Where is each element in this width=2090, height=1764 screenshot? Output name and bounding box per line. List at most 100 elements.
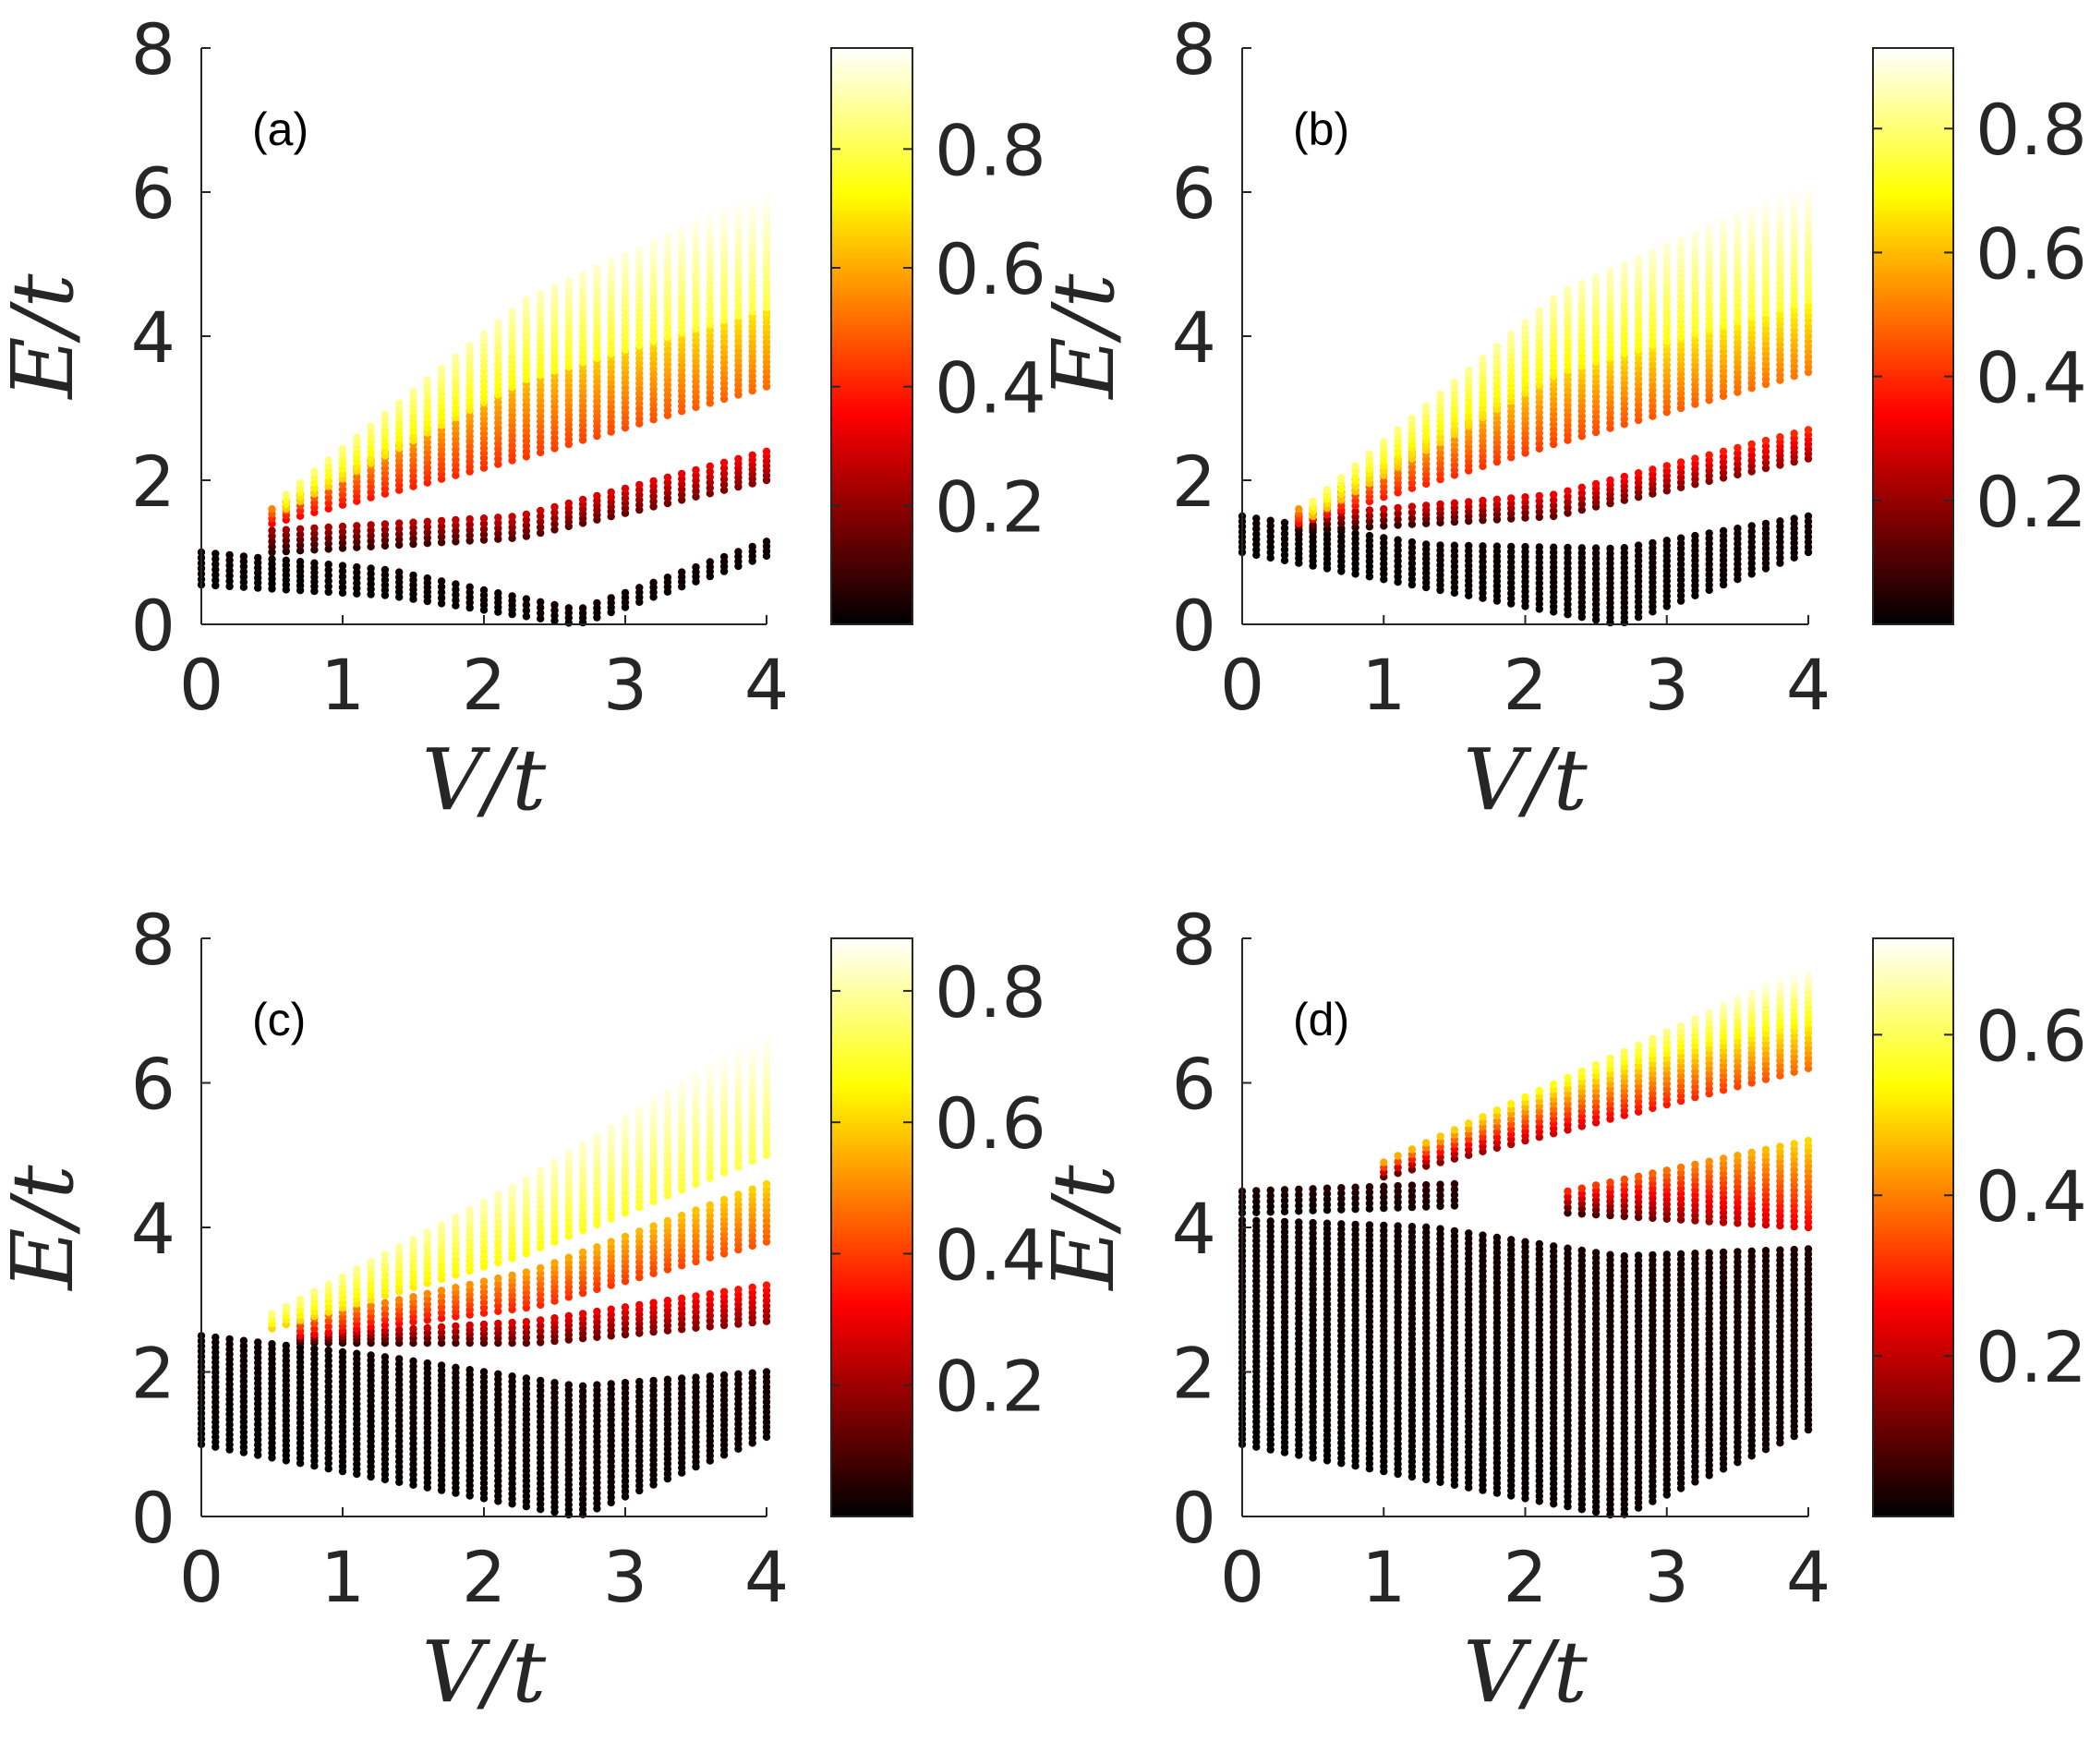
data-point <box>1761 436 1770 445</box>
data-point <box>1479 496 1487 505</box>
data-point <box>452 353 460 362</box>
x-tick-label: 1 <box>320 644 365 726</box>
data-point <box>268 532 276 540</box>
data-point <box>1591 273 1601 282</box>
x-axis-label: V/t <box>422 731 547 829</box>
data-point <box>324 1280 332 1288</box>
data-point <box>1535 502 1544 511</box>
data-point <box>437 538 446 547</box>
data-point <box>423 528 431 537</box>
data-point <box>1705 529 1713 538</box>
data-point <box>1507 542 1516 551</box>
data-point <box>452 1284 460 1292</box>
data-point <box>1337 474 1346 482</box>
x-axis-label: V/t <box>1463 731 1588 829</box>
data-point <box>748 1283 756 1292</box>
data-point <box>1280 518 1289 527</box>
data-point <box>338 573 347 581</box>
data-point <box>452 538 460 546</box>
data-point <box>1747 532 1756 541</box>
data-point <box>409 1357 417 1366</box>
scatter-points <box>1238 181 1813 627</box>
data-point <box>452 1214 460 1222</box>
data-point <box>550 526 559 534</box>
data-point <box>522 296 531 305</box>
data-point <box>564 1150 573 1158</box>
data-point <box>719 207 729 215</box>
data-point <box>692 471 700 479</box>
data-point <box>1521 493 1529 501</box>
data-point <box>324 582 332 591</box>
data-point <box>734 200 743 209</box>
y-tick-label: 4 <box>131 296 175 379</box>
data-point <box>296 525 305 533</box>
data-point <box>706 467 714 476</box>
data-point <box>578 1310 587 1318</box>
data-point <box>1662 462 1672 470</box>
data-point <box>522 526 531 535</box>
data-point <box>578 1248 587 1257</box>
data-point <box>437 1221 446 1229</box>
data-point <box>663 1216 672 1226</box>
data-point <box>578 271 587 279</box>
data-point <box>748 542 756 551</box>
data-point <box>1804 426 1813 434</box>
data-point <box>338 588 347 598</box>
data-point <box>621 251 630 260</box>
band-4 <box>282 187 771 513</box>
colorbar-tick-label: 0.4 <box>1975 337 2087 419</box>
colorbar: 0.20.40.60.8 <box>1872 47 2087 625</box>
data-point <box>1422 540 1431 549</box>
data-point <box>1676 534 1685 542</box>
data-point <box>649 477 658 486</box>
data-point <box>1436 500 1444 509</box>
data-point <box>268 1340 276 1348</box>
data-point <box>1407 514 1417 523</box>
panel-label: (a) <box>252 103 308 155</box>
data-point <box>395 519 404 527</box>
data-point <box>437 594 446 602</box>
data-point <box>452 590 460 599</box>
data-point <box>310 473 319 481</box>
data-point <box>310 559 319 567</box>
data-point <box>324 488 332 496</box>
data-point <box>1734 460 1742 468</box>
data-point <box>1577 483 1587 491</box>
data-point <box>1691 531 1699 540</box>
data-point <box>734 1286 743 1294</box>
data-point <box>1365 506 1374 514</box>
data-point <box>1734 454 1742 463</box>
data-point <box>1365 517 1374 526</box>
data-point <box>479 1277 489 1286</box>
data-point <box>367 422 375 430</box>
data-point <box>494 1319 502 1328</box>
data-point <box>1465 367 1473 375</box>
data-point <box>409 539 417 549</box>
data-point <box>1662 537 1672 545</box>
data-point <box>537 1263 545 1273</box>
data-point <box>1351 513 1359 521</box>
data-point <box>537 1166 545 1176</box>
data-point <box>1394 509 1402 518</box>
data-point <box>296 1295 305 1304</box>
data-point <box>550 600 559 610</box>
data-point <box>324 565 332 574</box>
data-point <box>706 473 714 481</box>
y-axis-label: E/t <box>1034 272 1133 400</box>
data-point <box>1351 462 1359 470</box>
data-point <box>494 589 502 598</box>
data-point <box>437 577 446 586</box>
data-point <box>324 1347 332 1355</box>
colorbar-tick-label: 0.8 <box>935 109 1046 191</box>
data-point <box>296 558 305 566</box>
data-point <box>1365 450 1374 458</box>
data-point <box>692 482 700 490</box>
data-point <box>1436 443 1444 452</box>
data-point <box>593 1307 601 1316</box>
data-point <box>508 308 516 316</box>
data-point <box>1550 490 1558 499</box>
data-point <box>409 571 417 580</box>
data-point <box>310 467 319 476</box>
data-point <box>508 534 516 542</box>
data-point <box>1550 496 1558 504</box>
